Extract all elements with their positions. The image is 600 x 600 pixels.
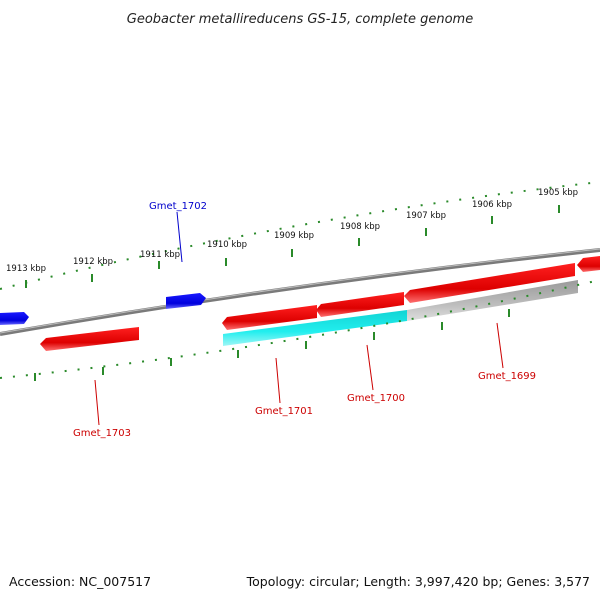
accession-text: Accession: NC_007517 <box>9 574 151 589</box>
forward-strand-genes <box>40 256 600 351</box>
callout-line-gmet-1702 <box>176 211 183 263</box>
gene-arrow-gmet-1702[interactable] <box>166 293 206 309</box>
gene-arrow-forward-partial[interactable] <box>577 256 600 272</box>
kbp-label: 1908 kbp <box>340 222 380 232</box>
kbp-label: 1907 kbp <box>406 211 446 221</box>
genome-backbone <box>0 248 600 336</box>
gene-label-gmet-1699[interactable]: Gmet_1699 <box>478 371 536 382</box>
gene-arrow-gmet-1701[interactable] <box>222 305 317 330</box>
outer-tick-ring: 1913 kbp 1912 kbp 1911 kbp 1910 kbp 1909… <box>0 181 600 290</box>
genome-summary-text: Topology: circular; Length: 3,997,420 bp… <box>246 574 590 589</box>
highlight-track <box>223 280 578 346</box>
callout-line-gmet-1701 <box>275 357 281 404</box>
gene-arrow-gmet-1700[interactable] <box>316 292 404 317</box>
kbp-label: 1910 kbp <box>207 240 247 250</box>
kbp-label: 1905 kbp <box>538 188 578 198</box>
gene-arrow-reverse-partial[interactable] <box>0 312 29 325</box>
gene-callouts: Gmet_1702 Gmet_1701 Gmet_1700 Gmet_1699 … <box>73 201 536 439</box>
kbp-label: 1912 kbp <box>73 257 113 267</box>
highlight-gene-gray[interactable] <box>407 280 578 321</box>
genome-backbone-shine <box>0 248 600 334</box>
callout-line-gmet-1703 <box>94 379 100 426</box>
gene-label-gmet-1701[interactable]: Gmet_1701 <box>255 406 313 417</box>
kbp-label: 1906 kbp <box>472 200 512 210</box>
gene-label-gmet-1703[interactable]: Gmet_1703 <box>73 428 131 439</box>
gene-label-gmet-1700[interactable]: Gmet_1700 <box>347 393 405 404</box>
gene-arrow-gmet-1703[interactable] <box>40 327 139 351</box>
callout-line-gmet-1699 <box>496 322 504 369</box>
reverse-strand-genes <box>0 293 206 325</box>
gene-label-gmet-1702[interactable]: Gmet_1702 <box>149 201 207 212</box>
kbp-label: 1911 kbp <box>140 250 180 260</box>
inner-tick-ring <box>0 279 600 381</box>
gene-arrow-gmet-1699[interactable] <box>404 263 575 303</box>
kbp-label: 1913 kbp <box>6 264 46 274</box>
highlight-gene-cyan[interactable] <box>223 310 407 346</box>
kbp-label: 1909 kbp <box>274 231 314 241</box>
map-title: Geobacter metallireducens GS-15, complet… <box>127 12 473 27</box>
callout-line-gmet-1700 <box>366 344 374 391</box>
